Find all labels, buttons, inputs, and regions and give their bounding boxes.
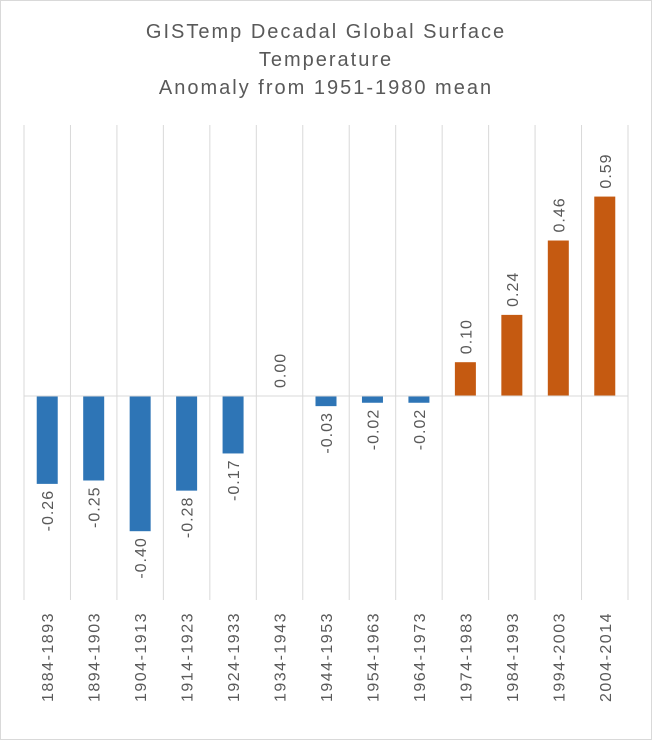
data-label: -0.02 [365,409,382,450]
chart-title-line-1: GISTemp Decadal Global Surface [145,21,507,43]
bar-1894-1903 [83,396,105,481]
tick-label: 1974-1983 [458,612,475,702]
tick-label: 1904-1913 [133,612,150,702]
tick-label: 1924-1933 [226,612,243,702]
data-label: 0.00 [273,353,290,388]
bar-1914-1923 [176,396,198,491]
bar-1954-1963 [361,396,383,403]
tick-label: 1994-2003 [551,612,568,702]
tick-label: 1914-1923 [180,612,197,702]
bar-1924-1933 [222,396,244,454]
bar-2004-2014 [594,196,616,396]
chart-title: GISTemp Decadal Global Surface Temperatu… [0,18,652,102]
bar-1994-2003 [547,240,569,396]
data-label: 0.46 [551,197,568,232]
data-label: -0.17 [226,459,243,500]
tick-label: 1934-1943 [273,612,290,702]
bar-1974-1983 [454,362,476,396]
chart-title-line-3: Anomaly from 1951-1980 mean [158,77,494,99]
tick-label: 1884-1893 [40,612,57,702]
data-label: -0.26 [40,490,57,531]
bar-1904-1913 [129,396,151,532]
grid-lines [23,125,629,600]
data-label: 0.10 [458,319,475,354]
data-label: -0.28 [180,497,197,538]
bar-series [36,196,616,532]
tick-label: 1954-1963 [365,612,382,702]
tick-label: 1984-1993 [505,612,522,702]
bar-1984-1993 [501,314,523,396]
bar-1944-1953 [315,396,337,407]
data-label: -0.25 [87,487,104,528]
bar-1884-1893 [36,396,58,484]
data-label: -0.03 [319,412,336,453]
data-label: -0.40 [133,537,150,578]
bar-1964-1973 [408,396,430,403]
category-tick-labels: 1884-1893 1894-1903 1904-1913 1914-1923 1924… [40,612,615,702]
data-label: -0.02 [412,409,429,450]
tick-label: 1944-1953 [319,612,336,702]
data-labels: -0.26 -0.25 -0.40 -0.28 -0.17 0.00 -0.03 -0.02 -… [40,153,615,578]
tick-label: 1964-1973 [412,612,429,702]
tick-label: 1894-1903 [87,612,104,702]
data-label: 0.59 [598,153,615,188]
data-label: 0.24 [505,272,522,307]
chart-title-line-2: Temperature [258,49,394,71]
tick-label: 2004-2014 [598,612,615,702]
